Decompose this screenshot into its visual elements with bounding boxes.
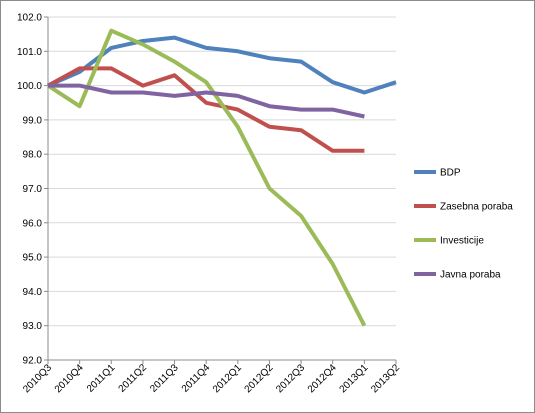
- y-tick-label: 97.0: [23, 184, 43, 195]
- y-tick-label: 96.0: [23, 218, 43, 229]
- y-tick-label: 100.0: [17, 81, 42, 92]
- x-tick-label: 2012Q1: [211, 362, 244, 395]
- x-tick-label: 2012Q4: [306, 362, 339, 395]
- legend: BDP Zasebna poraba Investicije Javna poraba: [414, 168, 513, 281]
- x-tick-label: 2011Q1: [85, 362, 118, 395]
- y-axis-tick-labels: 92.0 93.0 94.0 95.0 96.0 97.0 98.0 99.0 100.0 101…: [17, 13, 42, 367]
- legend-label: Investicije: [440, 236, 484, 247]
- legend-label: Zasebna poraba: [440, 202, 513, 213]
- series-line-javna-poraba: [48, 83, 365, 119]
- y-tick-label: 94.0: [23, 287, 43, 298]
- x-tick-label: 2012Q2: [243, 362, 276, 395]
- x-tick-label: 2013Q2: [369, 362, 402, 395]
- x-tick-label: 2011Q3: [148, 362, 181, 395]
- series-line-zasebna-poraba: [47, 66, 365, 153]
- x-tick-label: 2010Q3: [21, 362, 54, 395]
- series-line-bdp: [47, 35, 397, 95]
- legend-label: Javna poraba: [440, 270, 501, 281]
- y-tick-label: 99.0: [23, 115, 43, 126]
- axes: [44, 16, 397, 364]
- gridlines: [48, 16, 396, 327]
- series-lines: [46, 28, 397, 327]
- x-tick-label: 2011Q4: [180, 362, 213, 395]
- y-tick-label: 92.0: [23, 356, 43, 367]
- legend-label: BDP: [440, 168, 461, 179]
- y-tick-label: 98.0: [23, 150, 43, 161]
- y-tick-label: 93.0: [23, 321, 43, 332]
- x-tick-label: 2013Q1: [338, 362, 371, 395]
- y-tick-label: 101.0: [17, 47, 42, 58]
- series-line-investicije: [46, 28, 367, 327]
- y-tick-label: 95.0: [23, 253, 43, 264]
- x-tick-label: 2011Q2: [117, 362, 150, 395]
- x-tick-label: 2010Q4: [53, 362, 86, 395]
- x-tick-label: 2012Q3: [274, 362, 307, 395]
- y-tick-label: 102.0: [17, 13, 42, 24]
